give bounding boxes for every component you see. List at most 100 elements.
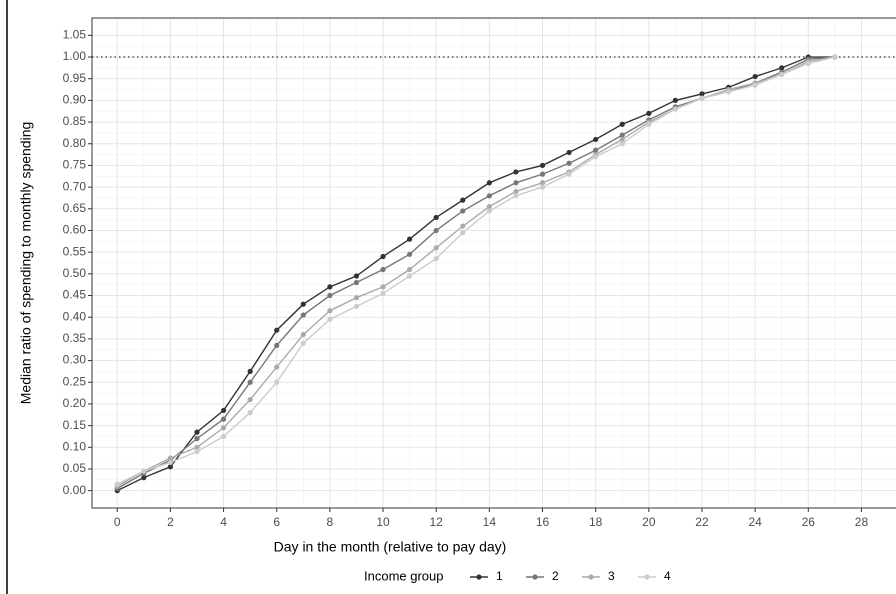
point [300,301,306,307]
point [247,379,253,385]
point [566,149,572,156]
point [194,444,200,450]
y-tick-label: 0.55 [63,244,87,258]
point [646,110,652,116]
point [566,171,572,177]
y-tick-label: 1.00 [63,49,87,63]
point [247,410,253,416]
point [300,331,306,338]
y-tick-label: 0.85 [63,114,87,128]
point [513,180,519,186]
point [672,106,679,112]
point [486,204,492,210]
x-tick-label: 24 [748,515,762,529]
point [380,266,386,273]
y-axis-label: Median ratio of spending to monthly spen… [18,122,34,405]
point [513,169,519,175]
point [460,223,466,229]
point [460,208,466,214]
x-tick-label: 0 [114,515,121,529]
y-tick-label: 0.60 [63,223,87,237]
point [486,180,492,186]
point [539,184,546,190]
point [247,368,253,375]
point [513,193,519,199]
point [141,468,147,474]
y-tick-label: 0.70 [63,179,87,193]
series-line [116,56,835,492]
y-tick-label: 0.35 [63,331,87,345]
point [433,256,439,262]
point [593,136,599,143]
point [194,429,200,435]
legend-key-point [476,574,482,580]
y-tick-label: 0.95 [63,71,87,85]
x-tick-label: 26 [802,515,816,529]
x-tick-label: 6 [273,515,280,529]
y-tick-label: 0.75 [63,158,87,172]
point [274,342,280,348]
point [539,162,546,169]
y-tick-label: 0.50 [63,266,87,280]
point [167,455,174,461]
x-axis-label: Day in the month (relative to pay day) [274,539,507,555]
point [220,416,227,422]
point [300,312,306,318]
point [247,396,253,403]
x-tick-label: 28 [855,515,869,529]
point [353,303,360,309]
x-tick-label: 16 [536,515,550,529]
legend-label: 4 [664,569,671,583]
point [167,464,174,470]
x-tick-label: 2 [167,515,174,529]
point [407,251,413,257]
point [619,121,625,127]
x-tick-label: 20 [642,515,656,529]
series-line [116,56,835,487]
point [672,97,679,103]
point [220,433,227,440]
x-tick-label: 4 [220,515,227,529]
point [539,180,546,186]
point [433,227,439,234]
x-tick-label: 14 [483,515,497,529]
point [194,436,200,442]
y-tick-label: 0.05 [63,461,87,475]
point [353,279,360,286]
y-tick-label: 0.15 [63,418,87,432]
point [407,266,413,273]
plot-area [91,17,896,509]
y-tick-label: 0.80 [63,136,87,150]
point [327,316,333,322]
point [460,197,466,203]
point [327,284,333,290]
point [779,65,785,71]
point [300,340,306,346]
point [646,121,652,127]
x-tick-label: 12 [430,515,444,529]
legend-label: 3 [608,569,615,583]
y-tick-label: 0.10 [63,439,87,453]
point [805,60,811,67]
y-tick-label: 0.00 [63,483,87,497]
y-tick-label: 0.20 [63,396,87,410]
y-tick-label: 0.25 [63,374,87,388]
point [141,475,147,481]
point [327,292,333,299]
point [486,193,492,199]
point [460,230,466,236]
x-tick-label: 22 [695,515,709,529]
point [167,459,174,466]
panel-border [91,17,896,509]
y-tick-label: 0.90 [63,93,87,107]
point [486,208,492,214]
point [407,273,413,279]
point [114,481,120,487]
point [380,253,386,260]
legend-label: 2 [552,569,559,583]
point [593,147,599,153]
x-tick-label: 8 [327,515,334,529]
point [513,188,519,195]
